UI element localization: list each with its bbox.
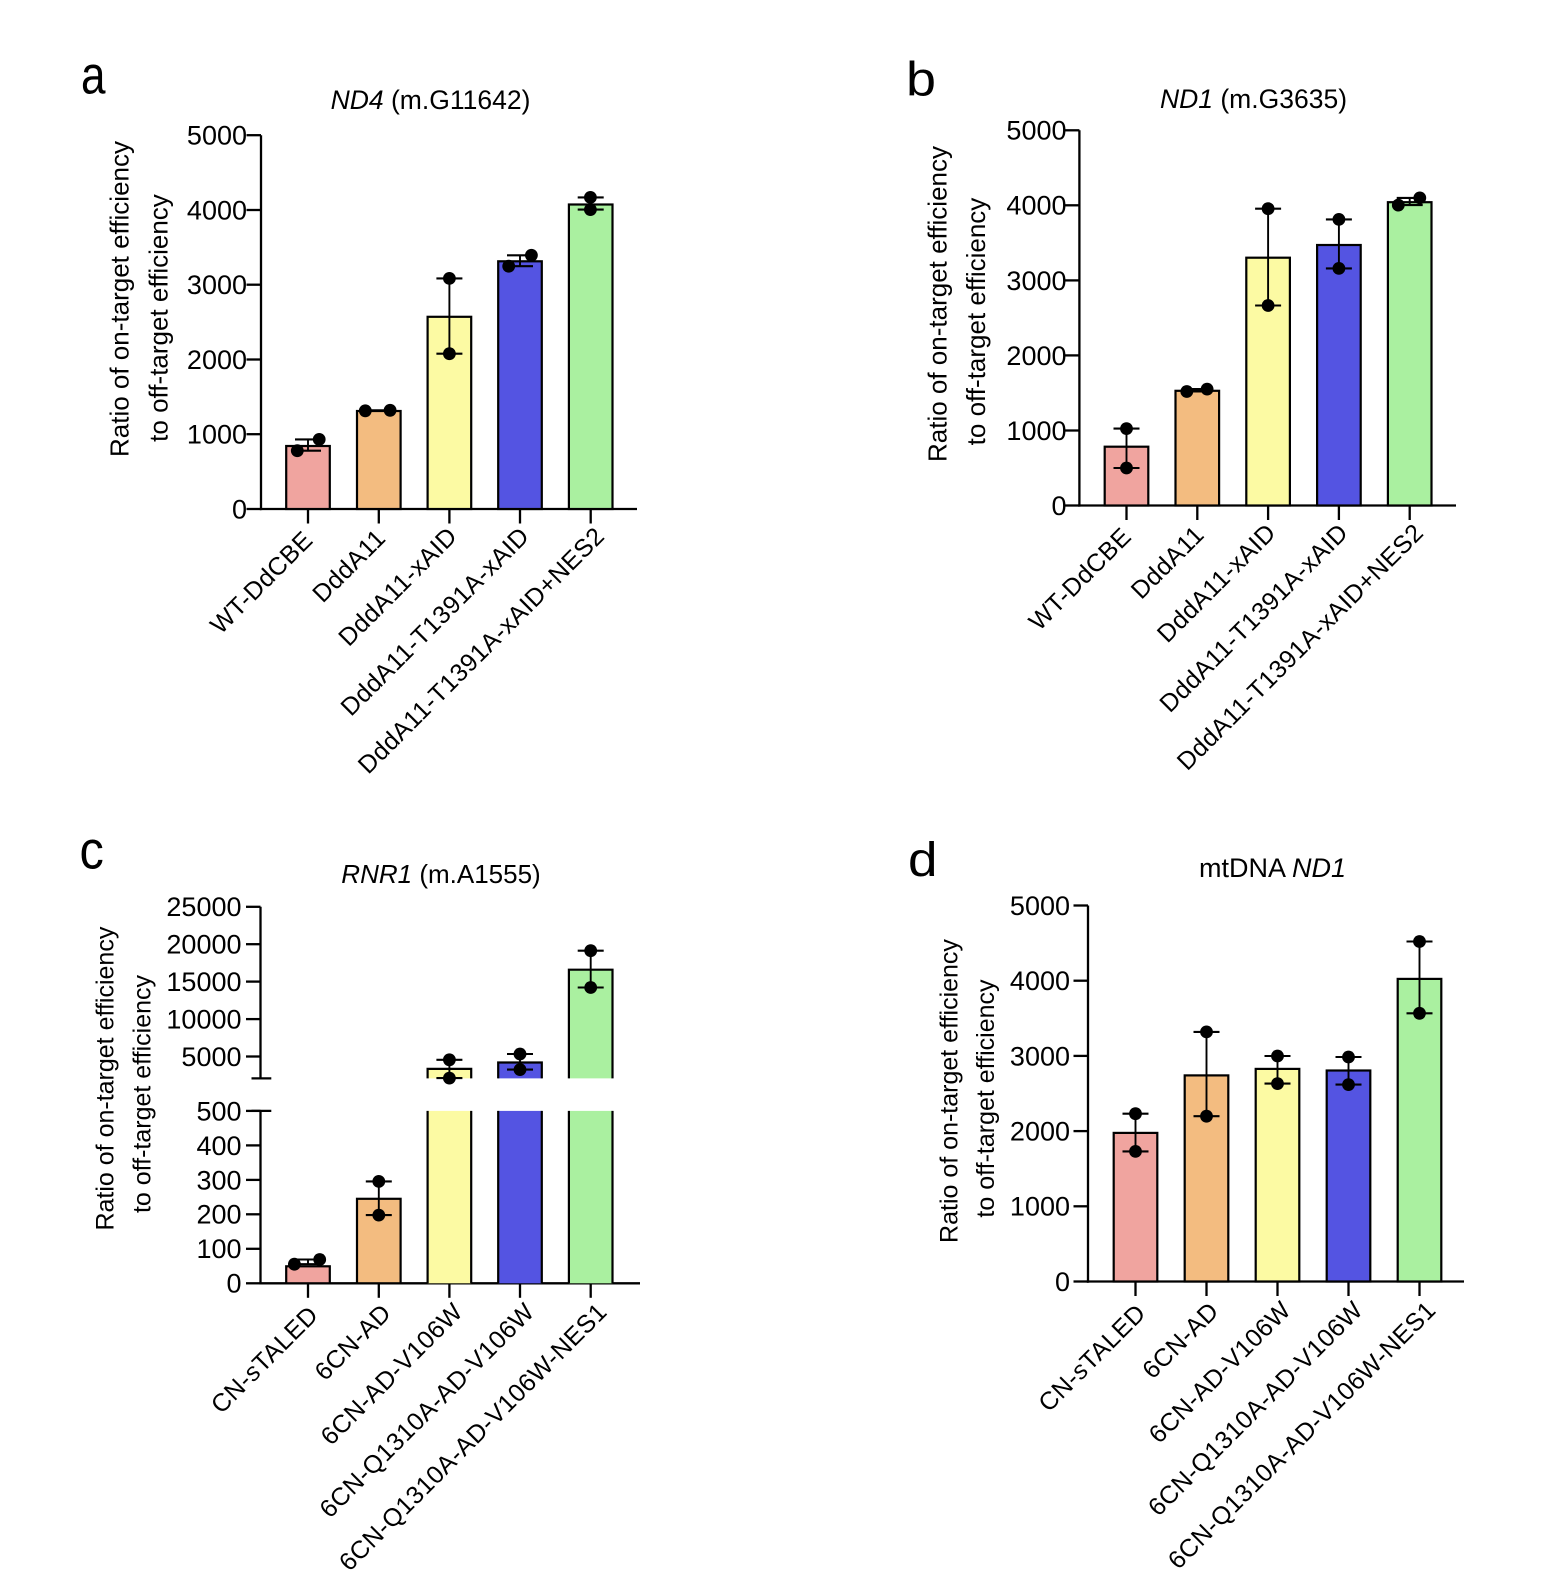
svg-text:0: 0 bbox=[226, 1269, 241, 1299]
svg-text:RNR1 (m.A1555): RNR1 (m.A1555) bbox=[341, 859, 540, 889]
svg-text:500: 500 bbox=[196, 1096, 241, 1126]
svg-text:mtDNA ND1: mtDNA ND1 bbox=[1199, 853, 1346, 883]
svg-text:10000: 10000 bbox=[166, 1005, 241, 1035]
svg-text:300: 300 bbox=[196, 1165, 241, 1195]
svg-text:a: a bbox=[81, 46, 106, 106]
svg-text:4000: 4000 bbox=[1006, 191, 1066, 221]
svg-text:20000: 20000 bbox=[166, 930, 241, 960]
svg-text:3000: 3000 bbox=[187, 270, 247, 300]
svg-text:2000: 2000 bbox=[1006, 341, 1066, 371]
svg-text:Ratio of on-target efficiency: Ratio of on-target efficiency bbox=[936, 939, 964, 1243]
svg-text:5000: 5000 bbox=[1006, 116, 1066, 146]
svg-text:Ratio of on-target efficiency: Ratio of on-target efficiency bbox=[105, 141, 135, 457]
svg-text:to off-target efficiency: to off-target efficiency bbox=[129, 974, 157, 1213]
svg-text:to off-target efficiency: to off-target efficiency bbox=[144, 194, 174, 442]
svg-text:to off-target efficiency: to off-target efficiency bbox=[961, 198, 991, 446]
svg-text:1000: 1000 bbox=[1010, 1192, 1070, 1222]
svg-text:25000: 25000 bbox=[166, 892, 241, 922]
svg-text:0: 0 bbox=[1055, 1267, 1070, 1297]
svg-text:5000: 5000 bbox=[187, 121, 247, 151]
svg-text:15000: 15000 bbox=[166, 967, 241, 997]
svg-text:2000: 2000 bbox=[1010, 1117, 1070, 1147]
svg-text:ND4 (m.G11642): ND4 (m.G11642) bbox=[331, 85, 531, 115]
svg-text:0: 0 bbox=[1051, 491, 1066, 521]
svg-text:to off-target efficiency: to off-target efficiency bbox=[972, 979, 1000, 1218]
svg-text:200: 200 bbox=[196, 1200, 241, 1230]
svg-text:ND1 (m.G3635): ND1 (m.G3635) bbox=[1160, 84, 1347, 114]
svg-text:1000: 1000 bbox=[187, 420, 247, 450]
svg-text:1000: 1000 bbox=[1006, 416, 1066, 446]
svg-text:5000: 5000 bbox=[181, 1042, 241, 1072]
svg-text:Ratio of on-target efficiency: Ratio of on-target efficiency bbox=[923, 146, 953, 462]
svg-text:100: 100 bbox=[196, 1234, 241, 1264]
svg-text:5000: 5000 bbox=[1010, 891, 1070, 921]
svg-text:3000: 3000 bbox=[1010, 1041, 1070, 1071]
svg-text:d: d bbox=[908, 834, 938, 887]
svg-text:400: 400 bbox=[196, 1131, 241, 1161]
svg-text:c: c bbox=[80, 821, 104, 881]
svg-text:4000: 4000 bbox=[187, 195, 247, 225]
svg-text:Ratio of on-target efficiency: Ratio of on-target efficiency bbox=[91, 926, 119, 1230]
svg-text:2000: 2000 bbox=[187, 345, 247, 375]
svg-text:0: 0 bbox=[232, 494, 247, 524]
svg-text:3000: 3000 bbox=[1006, 266, 1066, 296]
svg-text:b: b bbox=[906, 54, 936, 107]
svg-text:4000: 4000 bbox=[1010, 966, 1070, 996]
